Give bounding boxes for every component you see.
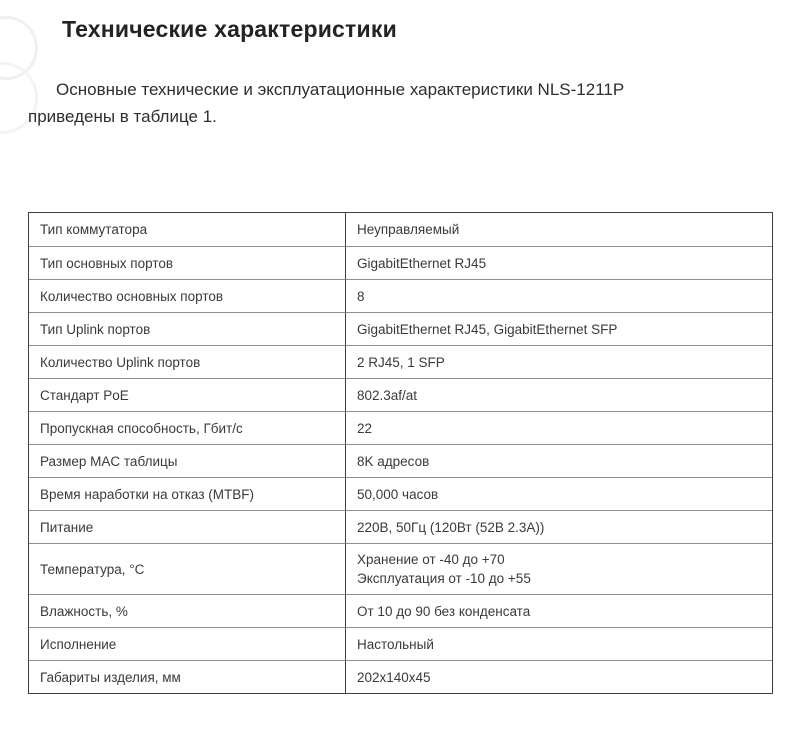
value-cell: Хранение от -40 до +70 Эксплуатация от -1… (346, 543, 772, 594)
value-cell: 802.3af/at (346, 378, 772, 411)
watermark-circle (0, 16, 38, 80)
param-cell: Тип коммутатора (29, 213, 346, 246)
table-row: Размер MAC таблицы 8K адресов (29, 444, 772, 477)
param-cell: Температура, °С (29, 543, 346, 594)
param-cell: Пропускная способность, Гбит/с (29, 411, 346, 444)
value-cell: Настольный (346, 627, 772, 660)
intro-paragraph: Основные технические и эксплуатационные … (28, 80, 624, 126)
table-row: Тип Uplink портов GigabitEthernet RJ45, G… (29, 312, 772, 345)
param-cell: Стандарт PoE (29, 378, 346, 411)
value-cell: От 10 до 90 без конденсата (346, 594, 772, 627)
param-cell: Влажность, % (29, 594, 346, 627)
table-row: Тип коммутатора Неуправляемый (29, 213, 772, 246)
value-cell: GigabitEthernet RJ45 (346, 246, 772, 279)
param-cell: Количество Uplink портов (29, 345, 346, 378)
table-row: Время наработки на отказ (MTBF) 50,000 ча… (29, 477, 772, 510)
value-cell: 50,000 часов (346, 477, 772, 510)
table-row: Тип основных портов GigabitEthernet RJ45 (29, 246, 772, 279)
param-cell: Размер MAC таблицы (29, 444, 346, 477)
specs-table-grid: Тип коммутатора Неуправляемый Тип основных… (29, 213, 772, 693)
value-cell: 8K адресов (346, 444, 772, 477)
table-row: Количество основных портов 8 (29, 279, 772, 312)
specs-table-body: Тип коммутатора Неуправляемый Тип основных… (29, 213, 772, 693)
param-cell: Габариты изделия, мм (29, 660, 346, 693)
value-cell: GigabitEthernet RJ45, GigabitEthernet SF… (346, 312, 772, 345)
param-cell: Питание (29, 510, 346, 543)
value-cell: 2 RJ45, 1 SFP (346, 345, 772, 378)
value-cell: 8 (346, 279, 772, 312)
param-cell: Исполнение (29, 627, 346, 660)
value-cell: 22 (346, 411, 772, 444)
specs-table: Тип коммутатора Неуправляемый Тип основных… (28, 212, 773, 694)
table-row: Питание 220В, 50Гц (120Вт (52В 2.3А)) (29, 510, 772, 543)
table-row: Габариты изделия, мм 202x140x45 (29, 660, 772, 693)
value-cell: 202x140x45 (346, 660, 772, 693)
param-cell: Тип основных портов (29, 246, 346, 279)
table-row: Температура, °С Хранение от -40 до +70 Экс… (29, 543, 772, 594)
table-row: Исполнение Настольный (29, 627, 772, 660)
param-cell: Время наработки на отказ (MTBF) (29, 477, 346, 510)
param-cell: Количество основных портов (29, 279, 346, 312)
param-cell: Тип Uplink портов (29, 312, 346, 345)
table-row: Пропускная способность, Гбит/с 22 (29, 411, 772, 444)
value-cell: Неуправляемый (346, 213, 772, 246)
table-row: Влажность, % От 10 до 90 без конденсата (29, 594, 772, 627)
value-cell: 220В, 50Гц (120Вт (52В 2.3А)) (346, 510, 772, 543)
table-row: Количество Uplink портов 2 RJ45, 1 SFP (29, 345, 772, 378)
table-row: Стандарт PoE 802.3af/at (29, 378, 772, 411)
page-title: Технические характеристики (62, 16, 397, 42)
